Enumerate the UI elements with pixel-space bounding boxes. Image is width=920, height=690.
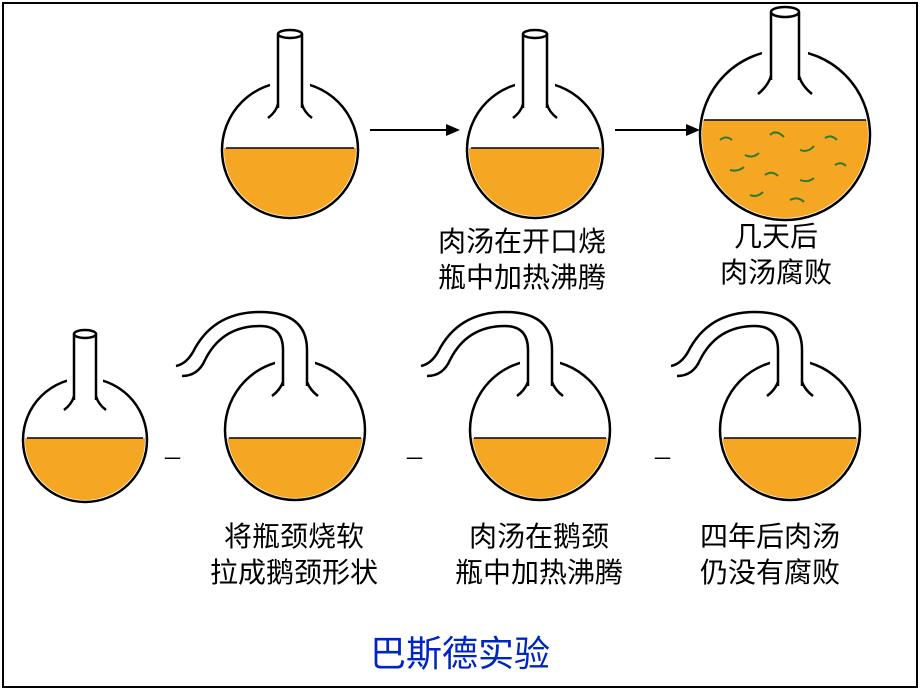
label-top-right: 几天后肉汤腐败 (720, 220, 832, 292)
flask-open-1 (220, 30, 360, 228)
title: 巴斯德实验 (0, 625, 920, 677)
flask-swan-3 (671, 312, 865, 513)
dash-1: _ (164, 429, 181, 462)
arrow-2 (615, 124, 700, 136)
label-top-mid: 肉汤在开口烧 瓶中加热沸腾 (438, 225, 606, 297)
dash-3: _ (654, 429, 671, 462)
flask-open-3-spoiled (695, 7, 875, 230)
label-bottom-b: 肉汤在鹅颈 瓶中加热沸腾 (455, 520, 623, 592)
flask-open-2 (465, 30, 605, 228)
label-bottom-a: 将瓶颈烧软 拉成鹅颈形状 (210, 520, 378, 592)
flask-swan-1 (176, 312, 370, 513)
flask-swan-2 (421, 312, 615, 513)
dash-2: _ (406, 429, 423, 462)
label-bottom-c: 四年后肉汤 仍没有腐败 (700, 520, 840, 592)
arrow-1 (370, 124, 460, 136)
flask-open-bottom (20, 330, 150, 513)
